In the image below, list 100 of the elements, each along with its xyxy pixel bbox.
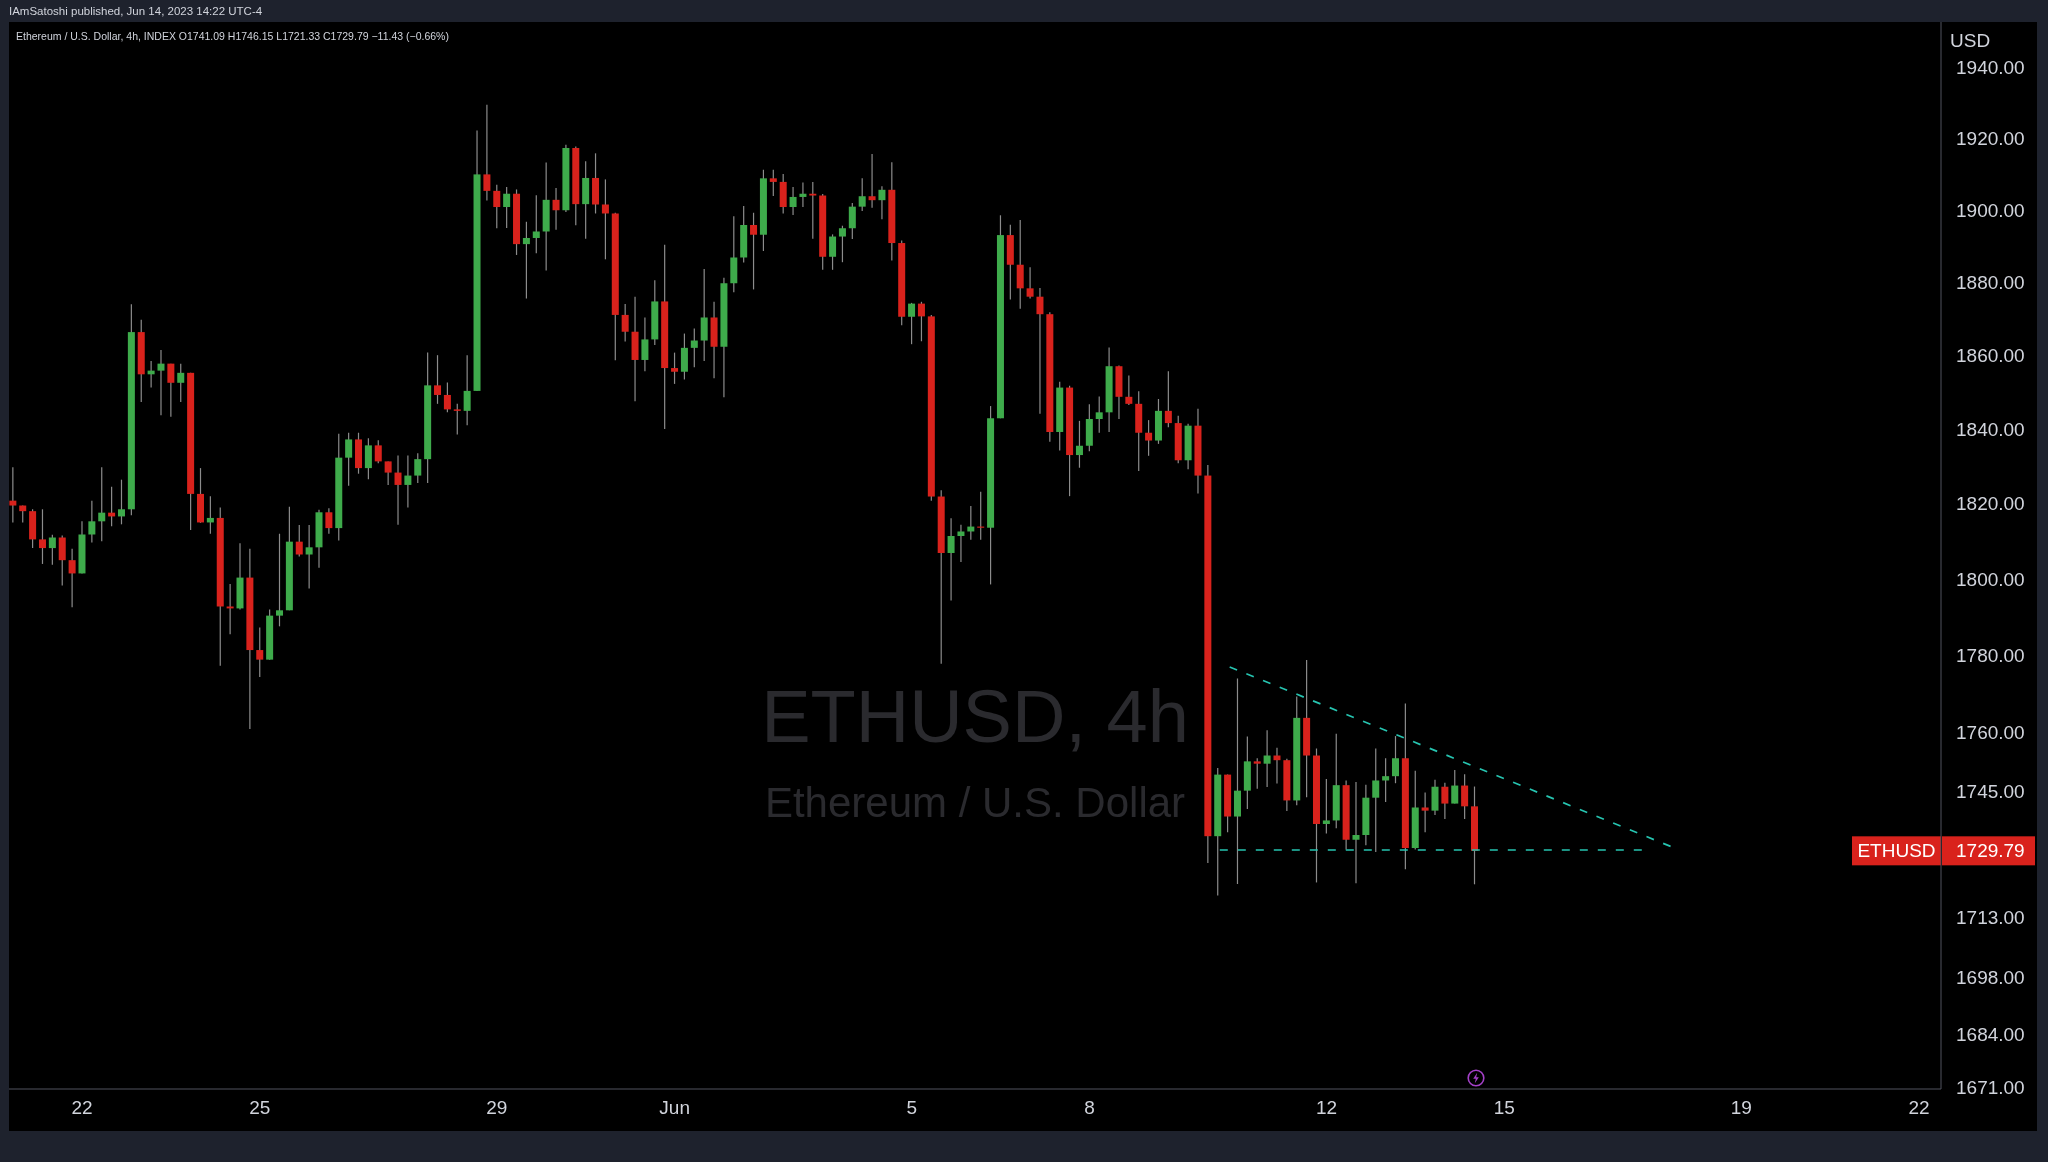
y-tick-label: 1698.00	[1956, 967, 2025, 989]
y-tick-label: 1760.00	[1956, 722, 2025, 744]
candlestick	[1075, 420, 1083, 469]
candlestick	[799, 182, 807, 208]
y-axis-title: USD	[1950, 30, 1991, 51]
candlestick	[434, 354, 442, 405]
candlestick	[463, 354, 471, 426]
candlestick	[601, 178, 609, 260]
x-tick-label: 19	[1730, 1097, 1752, 1119]
candlestick	[908, 302, 916, 345]
x-tick-label: 22	[1908, 1097, 1930, 1119]
y-tick-label: 1713.00	[1956, 907, 2025, 929]
candlestick	[1461, 773, 1469, 820]
candlestick	[98, 466, 106, 542]
annotation: Ethereum / U.S. Dollar, 4h, INDEX O1741.09 H1746.15 L1721.33 C1729.79 −11.43 (−0.66%)	[16, 30, 449, 42]
candlestick	[858, 177, 866, 212]
candlestick	[522, 221, 530, 300]
y-tick-label: 1880.00	[1956, 271, 2025, 293]
y-tick-label: 1800.00	[1956, 568, 2025, 590]
candlestick	[829, 233, 837, 271]
candlestick	[1392, 735, 1399, 784]
candlestick	[404, 454, 412, 509]
candlestick	[345, 432, 353, 487]
candlestick	[1145, 419, 1153, 457]
candlestick	[680, 332, 688, 381]
candlestick	[443, 381, 451, 413]
candlestick	[1233, 677, 1241, 885]
x-tick-label: 25	[249, 1097, 271, 1119]
x-tick-label: 22	[71, 1097, 93, 1119]
y-tick-label: 1840.00	[1956, 418, 2025, 440]
text: IAmSatoshi published, Jun 14, 2023 14:22 UTC-4	[9, 5, 263, 17]
candlestick	[809, 181, 817, 240]
candlestick	[621, 303, 629, 343]
x-tick-label: 29	[486, 1097, 508, 1119]
candlestick	[48, 534, 56, 566]
candlestick	[1441, 782, 1449, 820]
candlestick	[878, 185, 886, 220]
candlestick	[947, 517, 955, 601]
candlestick	[838, 225, 846, 263]
candlestick	[305, 524, 313, 590]
candlestick	[789, 186, 797, 216]
x-tick-label: 5	[906, 1097, 917, 1119]
y-tick-label: 1860.00	[1956, 344, 2025, 366]
y-tick-label: 1684.00	[1956, 1023, 2025, 1045]
candlestick	[364, 437, 372, 480]
candlestick	[690, 327, 698, 368]
candlestick	[1026, 266, 1034, 300]
candlestick	[671, 352, 679, 385]
candlestick	[1372, 747, 1380, 853]
candlestick	[483, 104, 491, 202]
candlestick	[157, 349, 165, 416]
y-tick-label: 1940.00	[1956, 57, 2025, 79]
candlestick	[868, 153, 876, 209]
candlestick	[414, 452, 422, 484]
candlestick	[1382, 757, 1390, 803]
candlestick	[58, 535, 66, 587]
x-tick-label: Jun	[659, 1097, 690, 1119]
candlestick	[917, 301, 925, 342]
candlestick	[374, 439, 382, 464]
candlestick	[1352, 781, 1360, 884]
candlestick	[1263, 729, 1271, 788]
x-tick-label: 8	[1084, 1097, 1095, 1119]
candlestick	[453, 403, 461, 436]
candlestick	[276, 533, 284, 627]
candlestick	[394, 454, 402, 526]
candlestick	[700, 268, 708, 362]
candlestick	[1125, 374, 1133, 406]
candlestick	[167, 363, 175, 418]
candlestick	[68, 548, 76, 608]
candlestick	[384, 460, 392, 486]
candlestick	[256, 626, 264, 678]
y-tick-label: 1729.79	[1956, 840, 2025, 862]
candlestick	[769, 169, 777, 197]
candlestick	[226, 583, 234, 635]
candlestick	[1431, 779, 1439, 816]
candlestick	[552, 187, 560, 231]
candlestick	[1451, 769, 1459, 805]
y-tick-label: 1780.00	[1956, 645, 2025, 667]
candlestick	[1421, 792, 1429, 833]
candlestick	[848, 202, 856, 240]
x-tick-label: 12	[1315, 1097, 1338, 1119]
candlestick	[295, 524, 303, 557]
candlestick	[957, 524, 965, 563]
annotation: ETHUSD	[1857, 840, 1936, 862]
candlestick	[1016, 219, 1024, 310]
candlestick	[641, 316, 649, 372]
candlestick	[1322, 778, 1330, 835]
candlestick	[117, 479, 125, 525]
candlestick	[532, 194, 540, 254]
y-tick-label: 1920.00	[1956, 128, 2025, 150]
candlestick	[325, 507, 333, 535]
candlestick	[503, 186, 511, 229]
candlestick	[1095, 395, 1103, 434]
candlestick	[1036, 287, 1044, 415]
candlestick	[750, 212, 758, 291]
y-tick-label: 1745.00	[1956, 780, 2025, 802]
y-tick-label: 1820.00	[1956, 493, 2025, 515]
candlestick	[1164, 370, 1172, 428]
candlestick	[38, 508, 46, 565]
x-tick-label: 15	[1493, 1097, 1515, 1119]
